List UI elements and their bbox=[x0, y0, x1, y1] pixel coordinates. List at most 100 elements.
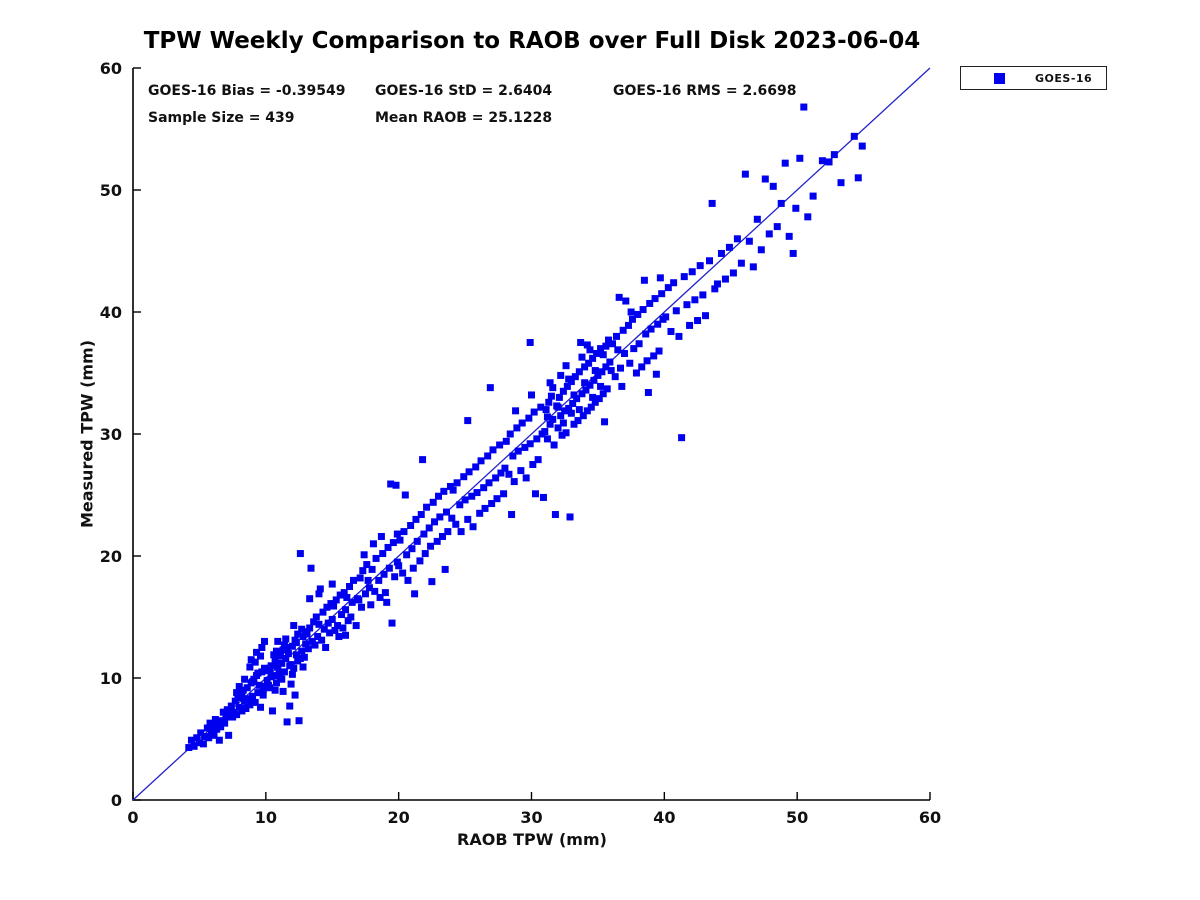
scatter-point bbox=[607, 367, 615, 375]
scatter-point bbox=[343, 593, 351, 601]
scatter-point bbox=[283, 718, 291, 726]
scatter-point bbox=[696, 262, 704, 270]
scatter-point bbox=[429, 498, 437, 506]
scatter-point bbox=[372, 554, 380, 562]
scatter-point bbox=[729, 269, 737, 277]
scatter-point bbox=[616, 364, 624, 372]
scatter-point bbox=[342, 606, 350, 614]
scatter-point bbox=[662, 313, 670, 321]
scatter-point bbox=[441, 565, 449, 573]
scatter-point bbox=[562, 429, 570, 437]
scatter-point bbox=[493, 495, 501, 503]
scatter-point bbox=[307, 564, 315, 572]
scatter-point bbox=[505, 470, 513, 478]
scatter-point bbox=[510, 478, 518, 486]
scatter-point bbox=[713, 280, 721, 288]
scatter-point bbox=[245, 695, 253, 703]
scatter-point bbox=[312, 613, 320, 621]
scatter-point bbox=[464, 515, 472, 523]
scatter-point bbox=[340, 589, 348, 597]
scatter-point bbox=[525, 414, 533, 422]
scatter-point bbox=[299, 633, 307, 641]
scatter-point bbox=[501, 464, 509, 472]
scatter-point bbox=[328, 580, 336, 588]
scatter-point bbox=[310, 618, 318, 626]
scatter-point bbox=[465, 468, 473, 476]
y-tick-label: 60 bbox=[100, 59, 122, 78]
chart-title: TPW Weekly Comparison to RAOB over Full … bbox=[143, 28, 921, 54]
scatter-point bbox=[613, 332, 621, 340]
scatter-point bbox=[565, 375, 573, 383]
scatter-point bbox=[611, 373, 619, 381]
scatter-point bbox=[481, 504, 489, 512]
scatter-point bbox=[680, 273, 688, 281]
scatter-point bbox=[395, 562, 403, 570]
scatter-point bbox=[348, 598, 356, 606]
scatter-point bbox=[541, 428, 549, 436]
scatter-point bbox=[850, 132, 858, 140]
scatter-point bbox=[489, 446, 497, 454]
x-tick-label: 0 bbox=[127, 808, 138, 827]
scatter-point bbox=[602, 342, 610, 350]
scatter-point bbox=[389, 539, 397, 547]
scatter-point bbox=[472, 463, 480, 471]
scatter-point bbox=[537, 403, 545, 411]
scatter-point bbox=[253, 648, 261, 656]
scatter-point bbox=[266, 664, 274, 672]
scatter-point bbox=[578, 353, 586, 361]
scatter-point bbox=[264, 681, 272, 689]
scatter-point bbox=[385, 564, 393, 572]
scatter-point bbox=[350, 576, 358, 584]
scatter-point bbox=[217, 723, 225, 731]
scatter-point bbox=[278, 659, 286, 667]
scatter-point bbox=[360, 551, 368, 559]
scatter-point bbox=[282, 635, 290, 643]
scatter-point bbox=[554, 424, 562, 432]
scatter-point bbox=[634, 310, 642, 318]
scatter-point bbox=[403, 551, 411, 559]
scatter-point bbox=[694, 317, 702, 325]
scatter-point bbox=[261, 637, 269, 645]
scatter-point bbox=[530, 408, 538, 416]
scatter-point bbox=[476, 509, 484, 517]
scatter-point bbox=[534, 456, 542, 464]
scatter-point bbox=[323, 603, 331, 611]
scatter-point bbox=[278, 675, 286, 683]
scatter-point bbox=[773, 223, 781, 231]
scatter-point bbox=[583, 407, 591, 415]
scatter-point bbox=[531, 490, 539, 498]
scatter-point bbox=[235, 683, 243, 691]
scatter-point bbox=[644, 389, 652, 397]
scatter-point bbox=[469, 523, 477, 531]
scatter-point bbox=[361, 590, 369, 598]
scatter-point bbox=[249, 678, 257, 686]
scatter-point bbox=[549, 415, 557, 423]
scatter-point bbox=[288, 670, 296, 678]
scatter-point bbox=[263, 676, 271, 684]
stat-sample-size: Sample Size = 439 bbox=[148, 110, 295, 126]
scatter-point bbox=[238, 707, 246, 715]
scatter-point bbox=[575, 368, 583, 376]
legend: GOES-16 bbox=[960, 66, 1107, 90]
scatter-point bbox=[581, 363, 589, 371]
scatter-point bbox=[652, 370, 660, 378]
scatter-point bbox=[357, 603, 365, 611]
scatter-point bbox=[326, 629, 334, 637]
scatter-point bbox=[785, 232, 793, 240]
scatter-point bbox=[442, 508, 450, 516]
scatter-point bbox=[243, 684, 251, 692]
x-tick-label: 40 bbox=[653, 808, 675, 827]
scatter-point bbox=[626, 359, 634, 367]
scatter-point bbox=[809, 192, 817, 200]
scatter-point bbox=[486, 384, 494, 392]
scatter-point bbox=[670, 279, 678, 287]
scatter-point bbox=[539, 493, 547, 501]
scatter-point bbox=[190, 742, 198, 750]
scatter-point bbox=[549, 384, 557, 392]
scatter-point bbox=[274, 663, 282, 671]
scatter-point bbox=[299, 663, 307, 671]
scatter-point bbox=[238, 691, 246, 699]
scatter-point bbox=[294, 630, 302, 638]
stat-bias: GOES-16 Bias = -0.39549 bbox=[148, 83, 346, 99]
